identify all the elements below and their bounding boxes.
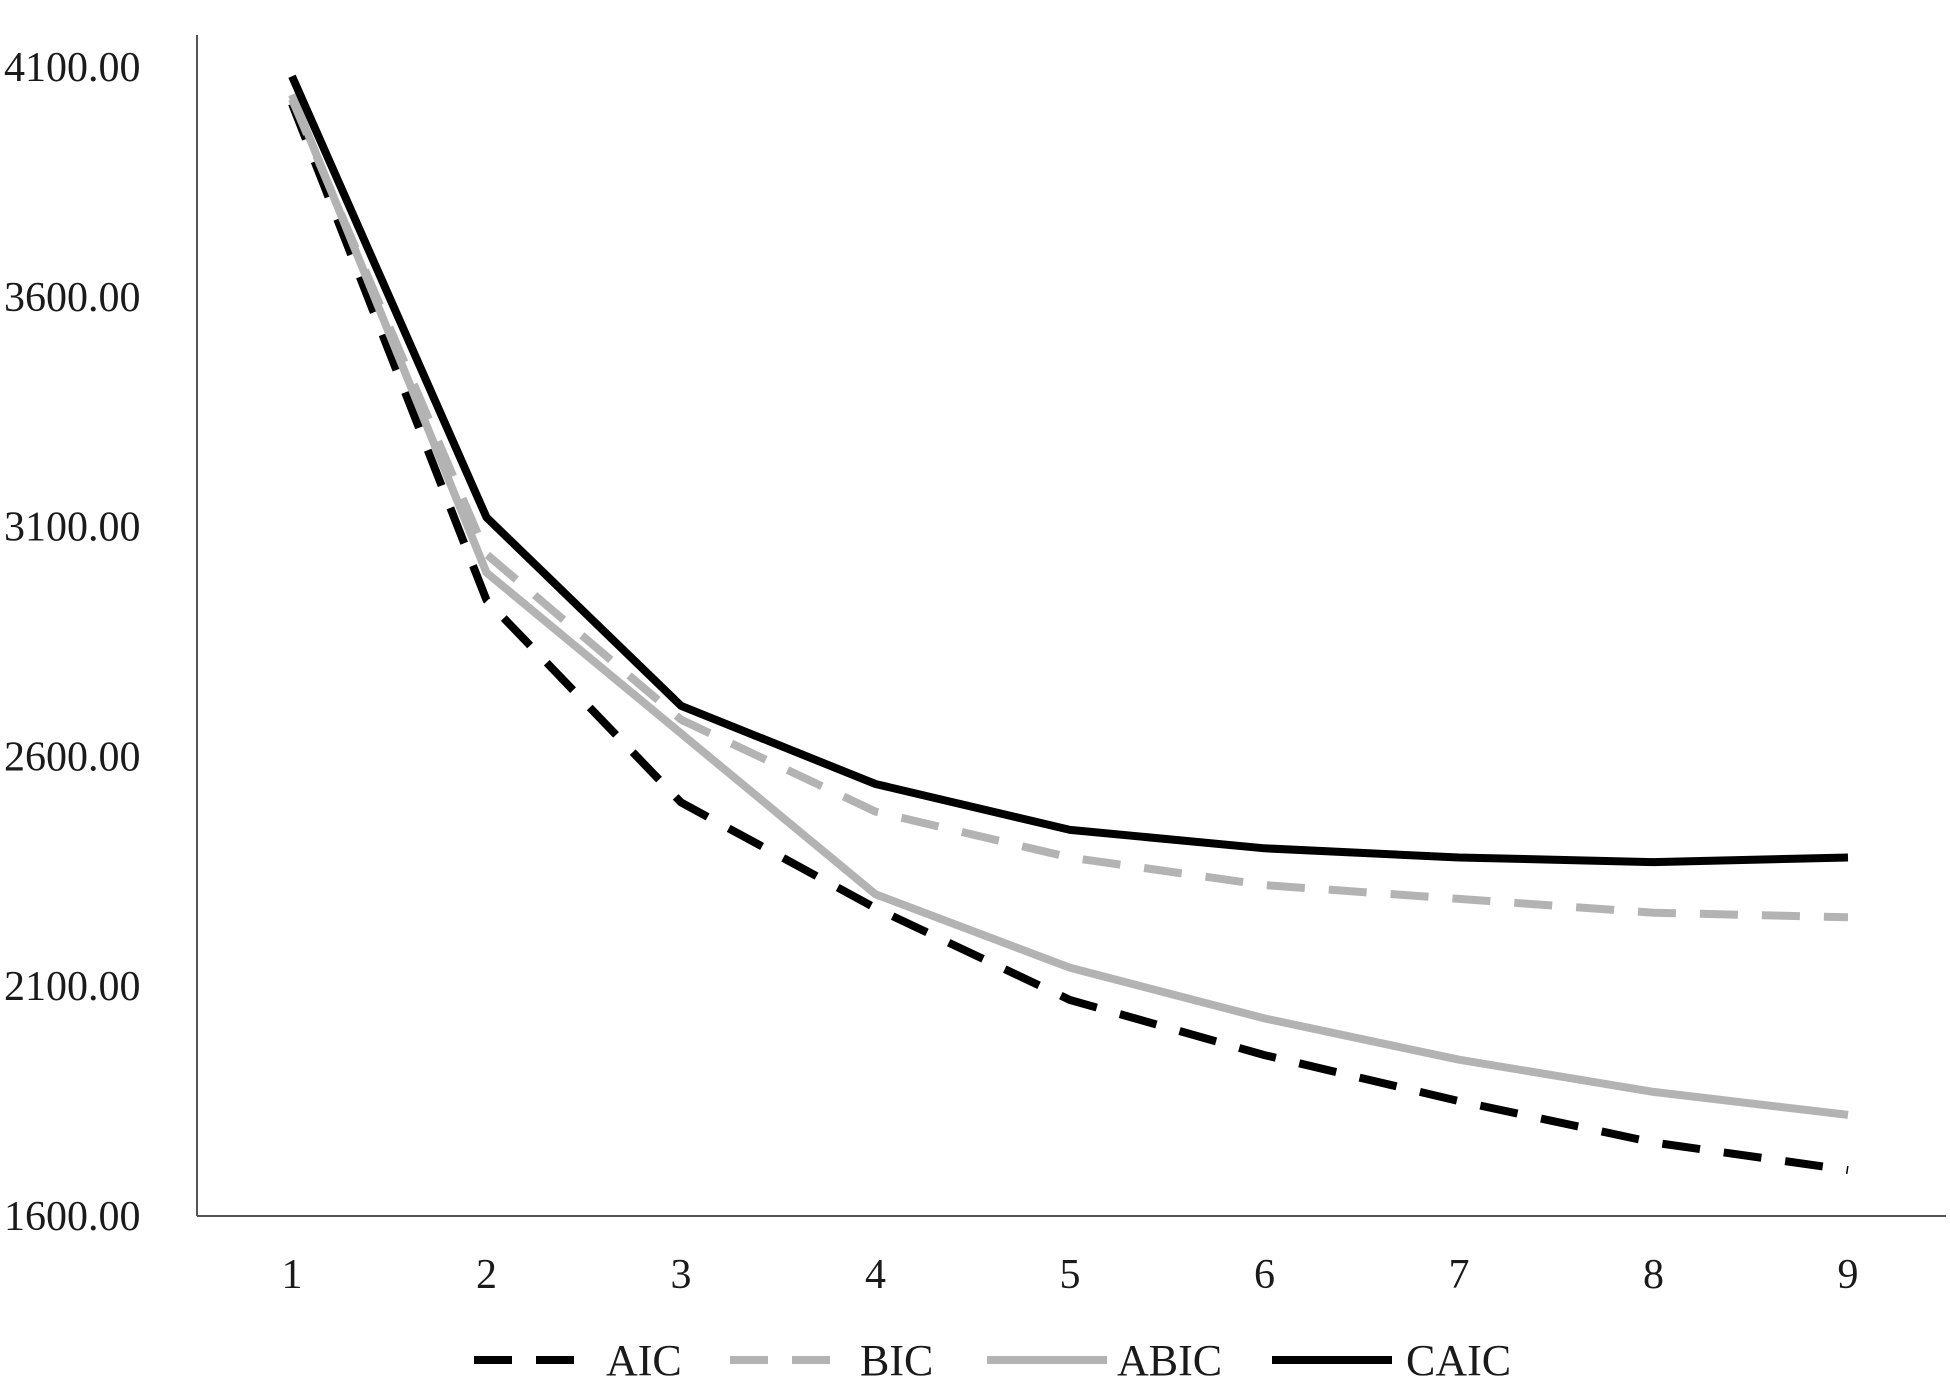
x-tick-label: 4 [865,1252,886,1298]
x-tick-label: 7 [1449,1252,1470,1298]
series-line-abic [288,93,1849,1119]
series-line-caic [288,74,1849,867]
x-tick-label: 2 [476,1252,497,1298]
series-line-aic [288,102,1849,1174]
y-tick-label: 1600.00 [4,1194,141,1240]
chart-axes [196,35,1946,1217]
x-tick-label: 1 [282,1252,303,1298]
x-tick-label: 9 [1838,1252,1859,1298]
x-tick-label: 5 [1060,1252,1081,1298]
y-tick-label: 4100.00 [4,45,141,91]
y-tick-label: 3100.00 [4,505,141,551]
x-tick-label: 3 [671,1252,692,1298]
legend-label-caic: CAIC [1406,1336,1511,1385]
x-tick-label: 8 [1643,1252,1664,1298]
series-line-bic [288,97,1849,922]
legend: AIC BIC ABIC CAIC [474,1336,1511,1385]
y-tick-labels: 1600.00 2100.00 2600.00 3100.00 3600.00 4100.… [4,45,141,1240]
legend-label-aic: AIC [606,1336,682,1385]
y-tick-label: 2600.00 [4,734,141,780]
x-tick-label: 6 [1254,1252,1275,1298]
y-tick-label: 3600.00 [4,275,141,321]
legend-label-bic: BIC [860,1336,933,1385]
x-tick-labels: 1 2 3 4 5 6 7 8 9 [282,1252,1859,1298]
series-lines [288,74,1849,1174]
legend-label-abic: ABIC [1117,1336,1222,1385]
y-tick-label: 2100.00 [4,964,141,1010]
